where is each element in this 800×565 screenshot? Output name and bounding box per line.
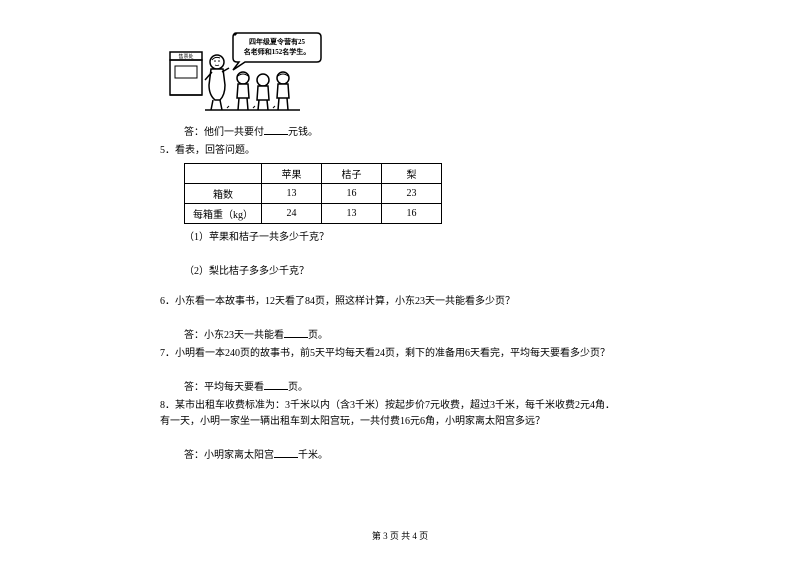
q7-title: 7．小明看一本240页的故事书，前5天平均每天看24页，剩下的准备用6天看完，平…	[160, 346, 620, 362]
q7-answer-prefix: 答：平均每天要看	[184, 382, 264, 393]
table-cell: 13	[262, 184, 322, 204]
q7-blank	[264, 380, 288, 390]
page-footer: 第 3 页 共 4 页	[0, 529, 800, 542]
table-cell	[185, 164, 262, 184]
q4-answer-suffix: 元钱。	[288, 127, 318, 138]
q8-title: 8．某市出租车收费标准为：3千米以内（含3千米）按起步价7元收费，超过3千米，每…	[160, 398, 620, 430]
q4-blank	[264, 125, 288, 135]
q4-answer-line: 答：他们一共要付 元钱。	[184, 125, 620, 141]
table-row: 箱数 13 16 23	[185, 184, 442, 204]
q5-title: 5．看表，回答问题。	[160, 143, 620, 159]
q8-answer-suffix: 千米。	[298, 450, 328, 461]
svg-text:名老师和152名学生。: 名老师和152名学生。	[244, 47, 311, 56]
q5-sub1: （1）苹果和桔子一共多少千克？	[184, 230, 620, 246]
q6-title: 6．小东看一本故事书，12天看了84页，照这样计算，小东23天一共能看多少页？	[160, 294, 620, 310]
table-cell: 13	[322, 204, 382, 224]
table-row: 苹果 桔子 梨	[185, 164, 442, 184]
table-cell: 梨	[382, 164, 442, 184]
q5-sub2: （2）梨比桔子多多少千克？	[184, 264, 620, 280]
table-cell: 16	[382, 204, 442, 224]
table-cell: 桔子	[322, 164, 382, 184]
table-row: 每箱重（kg） 24 13 16	[185, 204, 442, 224]
svg-text:售票处: 售票处	[178, 53, 193, 60]
q6-answer-prefix: 答：小东23天一共能看	[184, 330, 284, 341]
q8-answer-line: 答：小明家离太阳宫 千米。	[184, 448, 620, 464]
table-cell: 苹果	[262, 164, 322, 184]
q5-table: 苹果 桔子 梨 箱数 13 16 23 每箱重（kg） 24 13 16	[184, 163, 442, 224]
table-cell: 24	[262, 204, 322, 224]
table-cell: 每箱重（kg）	[185, 204, 262, 224]
q6-answer-line: 答：小东23天一共能看 页。	[184, 328, 620, 344]
q6-answer-suffix: 页。	[308, 330, 328, 341]
q7-answer-suffix: 页。	[288, 382, 308, 393]
q8-blank	[274, 448, 298, 458]
q6-blank	[284, 328, 308, 338]
table-cell: 箱数	[185, 184, 262, 204]
q4-answer-prefix: 答：他们一共要付	[184, 127, 264, 138]
table-cell: 16	[322, 184, 382, 204]
svg-text:四年级夏令营有25: 四年级夏令营有25	[249, 37, 305, 46]
table-cell: 23	[382, 184, 442, 204]
scene-illustration: 售票处 四年级夏令营有25 名老师和152名学生。	[165, 30, 620, 115]
q8-answer-prefix: 答：小明家离太阳宫	[184, 450, 274, 461]
q7-answer-line: 答：平均每天要看 页。	[184, 380, 620, 396]
